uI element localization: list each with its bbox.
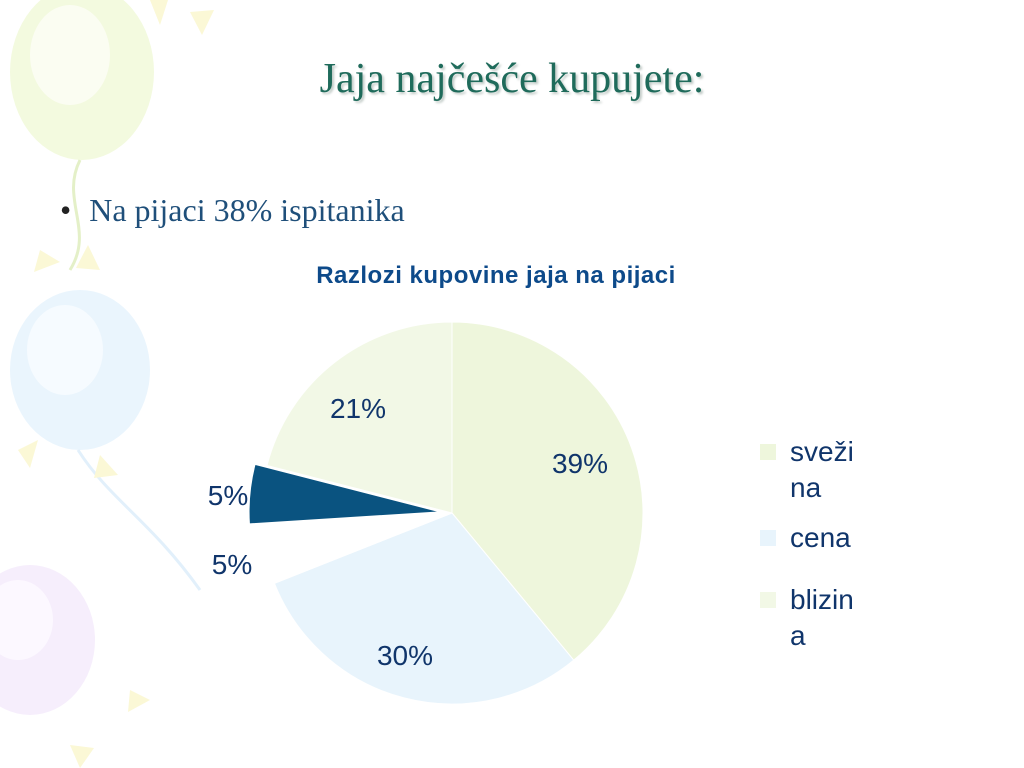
- slice-label: 30%: [377, 640, 433, 671]
- pie-slice: [248, 463, 441, 525]
- chart-title: Razlozi kupovine jaja na pijaci: [316, 262, 676, 289]
- slide-title: Jaja najčešće kupujete:: [319, 56, 705, 102]
- slice-label: 21%: [330, 393, 386, 424]
- balloon-icon: [0, 565, 95, 715]
- balloon-icon: [10, 290, 202, 591]
- bullet-item: • Na pijaci 38% ispitanika: [60, 192, 405, 229]
- balloon-icon: [10, 0, 154, 271]
- slice-label: 5%: [208, 480, 248, 511]
- legend-label: blizin a: [790, 584, 854, 651]
- pie-slice: [451, 321, 644, 661]
- pie-slice: [266, 321, 453, 514]
- legend-item: cena: [760, 520, 900, 556]
- pie-slice: [260, 512, 453, 584]
- legend-swatch: [760, 444, 776, 460]
- slice-label: 39%: [552, 448, 608, 479]
- chart-legend: sveži na cena blizin a: [760, 434, 900, 654]
- star-decoration: [18, 0, 214, 768]
- pie-slice: [273, 512, 575, 705]
- legend-label: cena: [790, 522, 851, 553]
- legend-swatch: [760, 592, 776, 608]
- legend-label: sveži na: [790, 436, 854, 503]
- legend-item: blizin a: [760, 582, 900, 654]
- slice-label: 5%: [212, 549, 252, 580]
- bullet-icon: •: [60, 192, 72, 228]
- bullet-text: Na pijaci 38% ispitanika: [89, 192, 405, 228]
- legend-item: sveži na: [760, 434, 900, 506]
- legend-swatch: [760, 530, 776, 546]
